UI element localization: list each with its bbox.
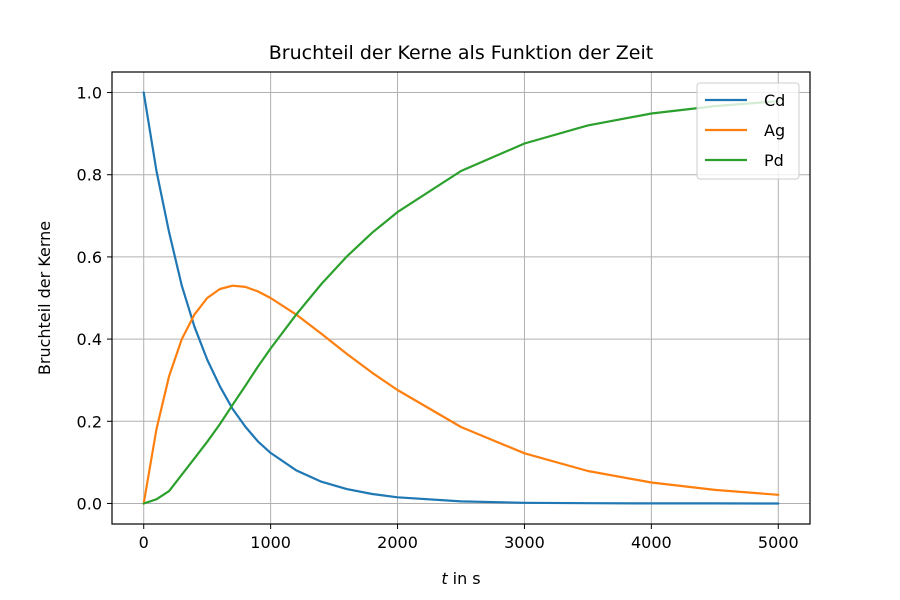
series-layer: [142, 91, 780, 505]
y-tick-label: 1.0: [77, 84, 102, 103]
series-line-cd: [142, 91, 780, 505]
y-tick-label: 0.4: [77, 330, 102, 349]
x-tick-label: 5000: [758, 533, 799, 552]
x-axis-title: t in s: [441, 569, 480, 588]
x-tick-label: 2000: [377, 533, 418, 552]
y-tick-label: 0.0: [77, 494, 102, 513]
y-tick-label: 0.2: [77, 412, 102, 431]
x-axis-unit: in s: [453, 569, 481, 588]
legend-label-ag: Ag: [764, 121, 785, 140]
ticks: 0 1000 2000 3000 4000 5000 0.0 0.2 0.4 0.6 0.8 1.0: [77, 84, 799, 552]
legend-box: [696, 82, 800, 180]
y-tick-label: 0.8: [77, 166, 102, 185]
series-line-pd: [142, 100, 780, 505]
chart-title: Bruchteil der Kerne als Funktion der Zei…: [269, 42, 653, 64]
legend-label-pd: Pd: [764, 151, 784, 170]
y-tick-label: 0.6: [77, 248, 102, 267]
series-line-ag: [142, 284, 780, 505]
x-tick-label: 1000: [250, 533, 291, 552]
x-tick-label: 4000: [631, 533, 672, 552]
legend: Cd Ag Pd: [696, 82, 800, 180]
y-axis-title: Bruchteil der Kerne: [35, 221, 54, 375]
legend-label-cd: Cd: [764, 91, 785, 110]
x-tick-label: 0: [139, 533, 149, 552]
x-axis-variable: t: [441, 569, 448, 588]
x-tick-label: 3000: [504, 533, 545, 552]
plot-frame: [111, 71, 811, 525]
